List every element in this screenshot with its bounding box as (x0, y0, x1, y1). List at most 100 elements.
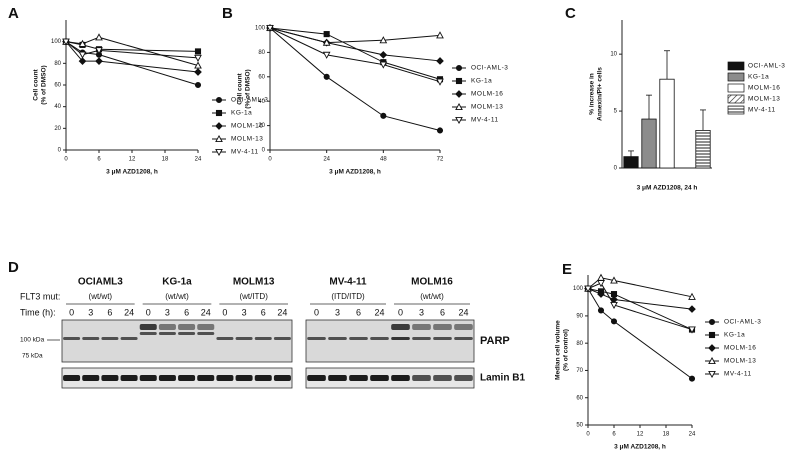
marker (597, 307, 605, 314)
marker (95, 47, 103, 55)
marker (323, 73, 330, 80)
y-tick-label: 60 (576, 395, 583, 401)
y-axis-label: (% of DMSO) (245, 69, 252, 108)
series-line (587, 282, 693, 331)
marker (78, 51, 87, 59)
x-tick-label: 0 (64, 157, 68, 163)
series-line (587, 288, 693, 310)
y-tick-label: 5 (614, 109, 618, 115)
legend-marker (708, 370, 716, 379)
legend-label: MV-4-11 (471, 117, 499, 124)
bar (623, 156, 639, 169)
panel-label: B (222, 5, 233, 22)
band (254, 375, 272, 381)
blot-lamin (61, 367, 293, 389)
x-tick-label: 0 (586, 432, 590, 438)
band (349, 375, 368, 381)
row-label: FLT3 mut: (20, 291, 60, 301)
marker (379, 36, 388, 44)
band (139, 375, 157, 381)
group-name: MOLM13 (233, 277, 275, 288)
time-label: 0 (69, 307, 74, 317)
marker (194, 48, 202, 55)
band (433, 324, 452, 330)
marker (322, 51, 331, 59)
legend-marker (455, 116, 463, 125)
band (235, 337, 253, 340)
genotype: (wt/wt) (420, 292, 444, 301)
band (158, 332, 176, 335)
panel-label: E (562, 261, 572, 278)
legend-marker (455, 90, 463, 98)
band (412, 324, 431, 330)
series-line (269, 27, 441, 83)
series-line (269, 27, 441, 80)
marker (379, 51, 388, 59)
time-label: 6 (356, 307, 361, 317)
y-tick-label: 80 (54, 61, 61, 67)
legend-label: MOLM-16 (724, 345, 756, 352)
legend-swatch (727, 105, 745, 115)
band (349, 337, 368, 340)
band (412, 375, 431, 381)
y-tick-label: 0 (262, 148, 266, 154)
band (307, 337, 326, 340)
legend-label: MOLM-13 (471, 104, 503, 111)
band (391, 337, 410, 340)
legend-label: OCI-AML-3 (471, 65, 508, 72)
legend-label: KG-1a (724, 332, 745, 339)
blot-lamin (305, 367, 475, 389)
band (273, 375, 291, 381)
time-label: 0 (314, 307, 319, 317)
time-label: 24 (458, 307, 468, 317)
y-tick-label: 70 (576, 368, 583, 374)
time-label: 0 (222, 307, 227, 317)
series-line (65, 41, 199, 86)
marker (610, 276, 618, 284)
legend-label: MOLM-16 (471, 91, 503, 98)
legend-swatch (727, 94, 745, 104)
x-tick-label: 24 (323, 157, 330, 163)
x-tick-label: 6 (612, 432, 616, 438)
band (158, 324, 176, 330)
band (82, 375, 100, 381)
band (254, 337, 272, 340)
marker (194, 61, 202, 69)
band (273, 337, 291, 340)
blot-parp (61, 319, 293, 363)
time-label: 6 (184, 307, 189, 317)
y-tick-label: 80 (258, 50, 265, 56)
row-label: Time (h): (20, 307, 56, 317)
x-tick-label: 48 (380, 157, 387, 163)
legend-marker (455, 77, 463, 85)
genotype: (wt/wt) (165, 292, 189, 301)
band (412, 337, 431, 340)
marker (436, 57, 444, 65)
band (454, 337, 473, 340)
marker (436, 127, 444, 134)
band (370, 375, 389, 381)
legend-label: KG-1a (748, 74, 769, 81)
marker-label: 100 kDa (20, 337, 45, 344)
time-label: 24 (374, 307, 384, 317)
y-axis-label: Annexin/PI+ cells (597, 67, 604, 121)
time-label: 0 (398, 307, 403, 317)
genotype: (wt/ITD) (239, 292, 268, 301)
band (82, 337, 100, 340)
band (197, 332, 215, 335)
legend-label: KG-1a (231, 110, 252, 117)
band (328, 375, 347, 381)
band (178, 375, 196, 381)
legend-label: MV-4-11 (748, 107, 776, 114)
y-tick-label: 90 (576, 313, 583, 319)
band (454, 375, 473, 381)
band (158, 375, 176, 381)
time-label: 3 (88, 307, 93, 317)
time-label: 3 (242, 307, 247, 317)
y-axis-label: (% of control) (563, 329, 570, 371)
legend-marker (215, 148, 223, 157)
band (328, 337, 347, 340)
legend-marker (708, 331, 716, 339)
time-label: 3 (165, 307, 170, 317)
x-tick-label: 72 (437, 157, 444, 163)
